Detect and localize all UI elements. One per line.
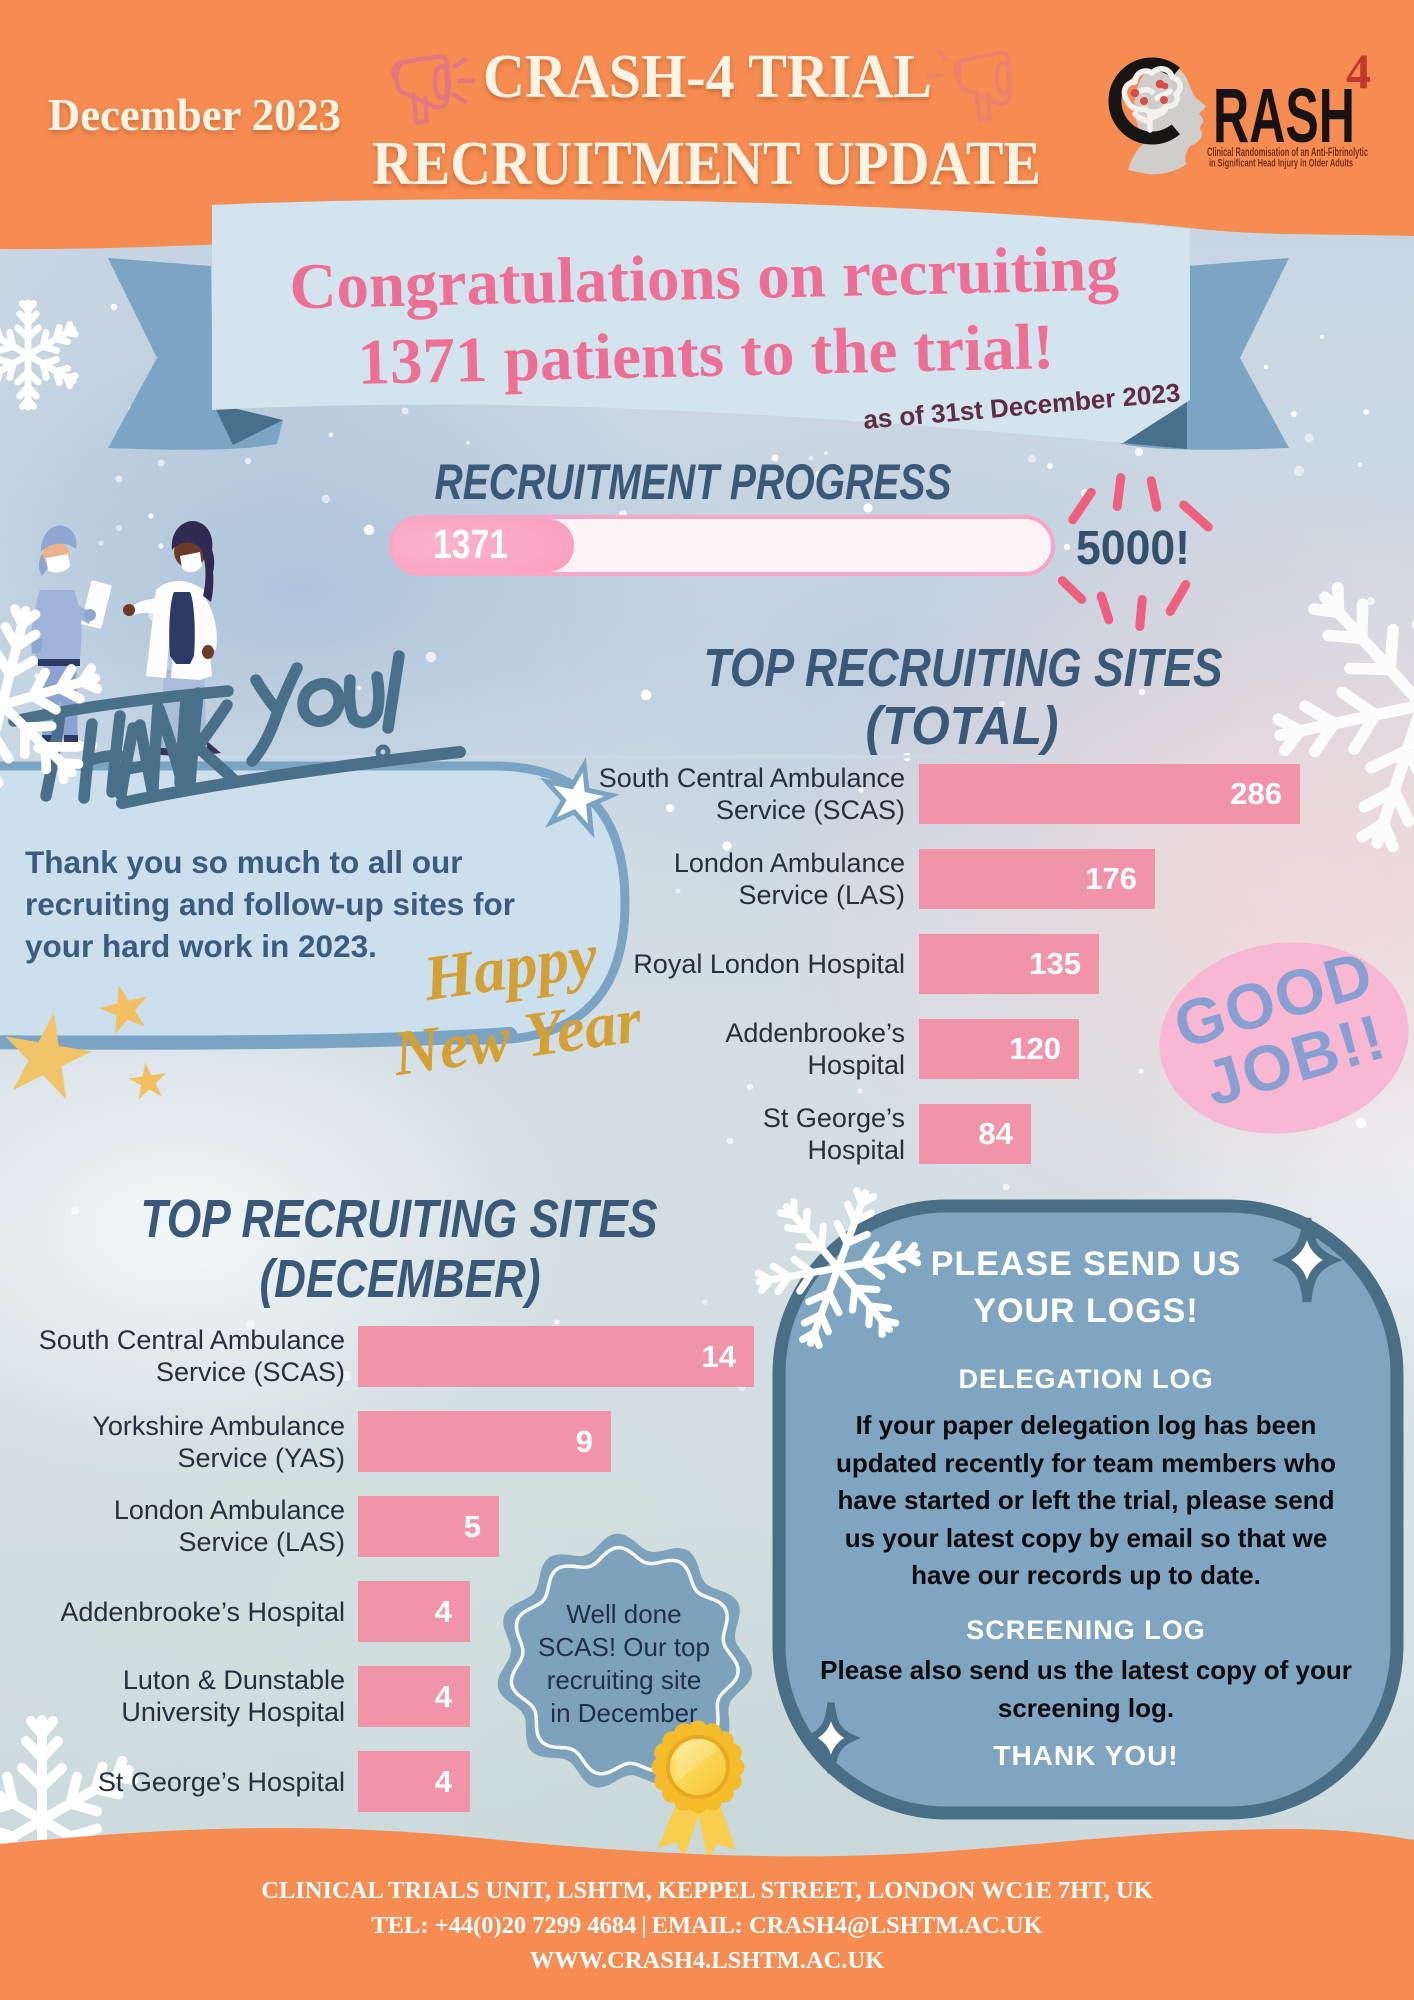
svg-text:in Significant Head Injury in: in Significant Head Injury in Older Adul… xyxy=(1209,158,1353,170)
svg-text:Clinical Randomisation of an A: Clinical Randomisation of an Anti-Fibrin… xyxy=(1207,147,1368,159)
svg-text:RECRUITMENT UPDATE: RECRUITMENT UPDATE xyxy=(372,130,1041,198)
svg-text:RECRUITMENT PROGRESS: RECRUITMENT PROGRESS xyxy=(435,454,952,510)
svg-text:TOP RECRUITING SITES: TOP RECRUITING SITES xyxy=(141,1189,658,1249)
svg-text:RASH: RASH xyxy=(1213,73,1355,159)
svg-text:(TOTAL): (TOTAL) xyxy=(866,696,1059,756)
svg-text:5000!: 5000! xyxy=(1076,522,1190,575)
svg-text:December 2023: December 2023 xyxy=(48,90,341,140)
svg-text:CRASH-4 TRIAL: CRASH-4 TRIAL xyxy=(483,43,932,111)
svg-text:1371: 1371 xyxy=(433,521,508,567)
svg-text:4: 4 xyxy=(1346,43,1371,99)
svg-text:TOP RECRUITING SITES: TOP RECRUITING SITES xyxy=(704,638,1223,698)
svg-text:(DECEMBER): (DECEMBER) xyxy=(260,1249,541,1309)
